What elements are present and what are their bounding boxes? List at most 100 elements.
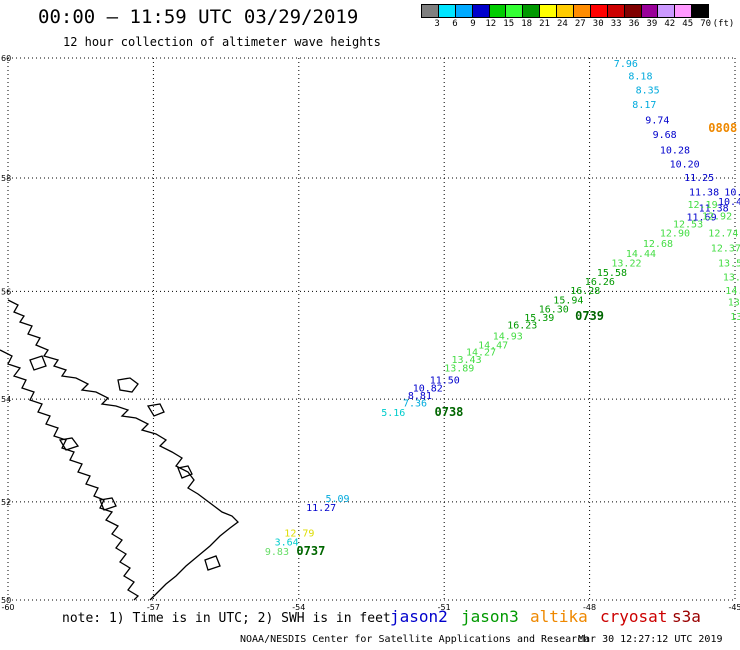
wave-height-value: 8.81: [408, 391, 432, 402]
lat-tick-label: 50: [1, 596, 11, 605]
island-6: [204, 555, 221, 571]
colorbar-label: 6: [452, 19, 458, 29]
legend-jason2: jason2: [390, 607, 448, 626]
wave-height-value: 11.38: [689, 187, 719, 198]
colorbar-swatch: [691, 4, 710, 18]
colorbar-label: 39: [646, 19, 658, 29]
wave-height-value: 11.27: [306, 503, 336, 514]
wave-height-value: 8.35: [636, 86, 660, 97]
legend-jason3: jason3: [461, 607, 519, 626]
wave-height-value: 10.28: [660, 145, 690, 156]
colorbar-label: 21: [539, 19, 550, 29]
generation-timestamp: Mar 30 12:27:12 UTC 2019: [578, 634, 723, 645]
coastline-inner: [0, 349, 140, 601]
wave-height-value: 12.19: [688, 200, 718, 211]
colorbar-label: (ft): [712, 19, 735, 29]
map-subtitle: 12 hour collection of altimeter wave hei…: [63, 35, 381, 49]
colorbar-label: 33: [610, 19, 622, 29]
wave-height-value: 9.83: [265, 547, 289, 558]
wave-height-value: 7.36: [403, 399, 427, 410]
map-title: 00:00 – 11:59 UTC 03/29/2019: [38, 6, 359, 28]
wave-height-value: 9.74: [645, 116, 669, 127]
wave-height-value: 15.94: [553, 296, 583, 307]
lat-tick-label: 52: [1, 498, 11, 507]
pass-time-label: 0738: [435, 405, 464, 419]
wave-height-value: 16.30: [539, 304, 569, 315]
wave-height-value: 11.69: [687, 213, 717, 224]
wave-height-value: 5.09: [326, 494, 350, 505]
colorbar-label: 42: [664, 19, 676, 29]
colorbar-label: 70: [700, 19, 712, 29]
colorbar-label: 9: [470, 19, 476, 29]
wave-height-value: 9.68: [653, 130, 677, 141]
graticule: [7, 57, 736, 601]
observations: 7.96 8.18 8.35 8.17 9.74 9.68 10.28 10.20 11.25 1…: [265, 59, 740, 558]
lon-tick-label: -51: [438, 603, 451, 612]
colorbar-labels: 3 6 9 12 15 18 21 24 27 30 33 36 39 42 45 70 (ft): [421, 18, 734, 32]
wave-height-value: 13.22: [611, 258, 641, 269]
pass-time-label: 0808: [708, 121, 737, 135]
lon-tick-label: -57: [147, 603, 160, 612]
wave-height-value: 12.53: [673, 220, 703, 231]
wave-height-value: 8.17: [632, 100, 656, 111]
lon-tick-label: -48: [583, 603, 596, 612]
lon-tick-label: -45: [728, 603, 740, 612]
wave-height-value: 14.47: [478, 341, 508, 352]
pass-time-label: 0737: [296, 544, 325, 558]
wave-height-value: 11.50: [430, 375, 460, 386]
wave-height-value: 11.25: [684, 173, 714, 184]
wave-height-value: 15.39: [524, 313, 554, 324]
legend-altika: altika: [530, 607, 588, 626]
colorbar-label: 30: [592, 19, 604, 29]
wave-height-value: 14.44: [626, 249, 656, 260]
wave-height-value: 16.26: [585, 277, 615, 288]
credit-text: NOAA/NESDIS Center for Satellite Applica…: [240, 634, 590, 645]
wave-height-value: 14.1: [725, 286, 740, 297]
coastline-labrador: [0, 299, 239, 601]
wave-height-value: 8.18: [628, 72, 652, 83]
colorbar-label: 18: [521, 19, 533, 29]
colorbar-label: 3: [434, 19, 440, 29]
wave-height-value: 5.16: [381, 408, 405, 419]
wave-height-value: 10.45: [718, 197, 740, 208]
wave-height-value: 16.23: [507, 321, 537, 332]
lat-tick-label: 60: [1, 54, 11, 63]
pass-time-label: 0739: [575, 309, 604, 323]
wave-height-value: 14.93: [493, 332, 523, 343]
wave-height-value: 15.58: [597, 268, 627, 279]
lon-tick-label: -54: [292, 603, 305, 612]
wave-height-value: 12.92: [702, 212, 732, 223]
colorbar-label: 36: [628, 19, 640, 29]
lat-tick-label: 54: [1, 395, 11, 404]
colorbar-label: 24: [556, 19, 568, 29]
colorbar-label: 27: [574, 19, 586, 29]
wave-height-value: 13: [730, 312, 740, 323]
lon-tick-label: -60: [1, 603, 14, 612]
wave-height-value: 7.96: [614, 59, 638, 70]
island-4: [99, 497, 117, 511]
wave-height-value: 3.64: [275, 538, 299, 549]
wave-height-value: 10.20: [670, 160, 700, 171]
wave-height-value: 12.68: [643, 239, 673, 250]
wave-height-value: 13.43: [452, 355, 482, 366]
colorbar-legend: 3 6 9 12 15 18 21 24 27 30 33 36 39 42 45 70 (ft): [421, 4, 734, 32]
island-2: [146, 403, 165, 417]
lat-tick-label: 58: [1, 174, 11, 183]
legend-cryosat: cryosat: [600, 607, 668, 626]
wave-height-value: 16.28: [570, 286, 600, 297]
wave-height-value: 10.00: [724, 187, 740, 198]
island-3: [58, 437, 80, 451]
colorbar-label: 12: [485, 19, 497, 29]
wave-height-value: 10.82: [413, 383, 443, 394]
island-7: [29, 355, 47, 371]
wave-height-value: 13.89: [444, 364, 474, 375]
wave-height-value: 11.38: [699, 204, 729, 215]
island-1: [117, 377, 139, 393]
wave-height-value: 14.27: [466, 348, 496, 359]
wave-height-value: 13.55: [718, 258, 740, 269]
wave-height-value: 12.74: [708, 229, 738, 240]
colorbar-label: 45: [682, 19, 694, 29]
wave-height-value: 12.37: [711, 243, 740, 254]
colorbar-swatches: [421, 4, 710, 18]
